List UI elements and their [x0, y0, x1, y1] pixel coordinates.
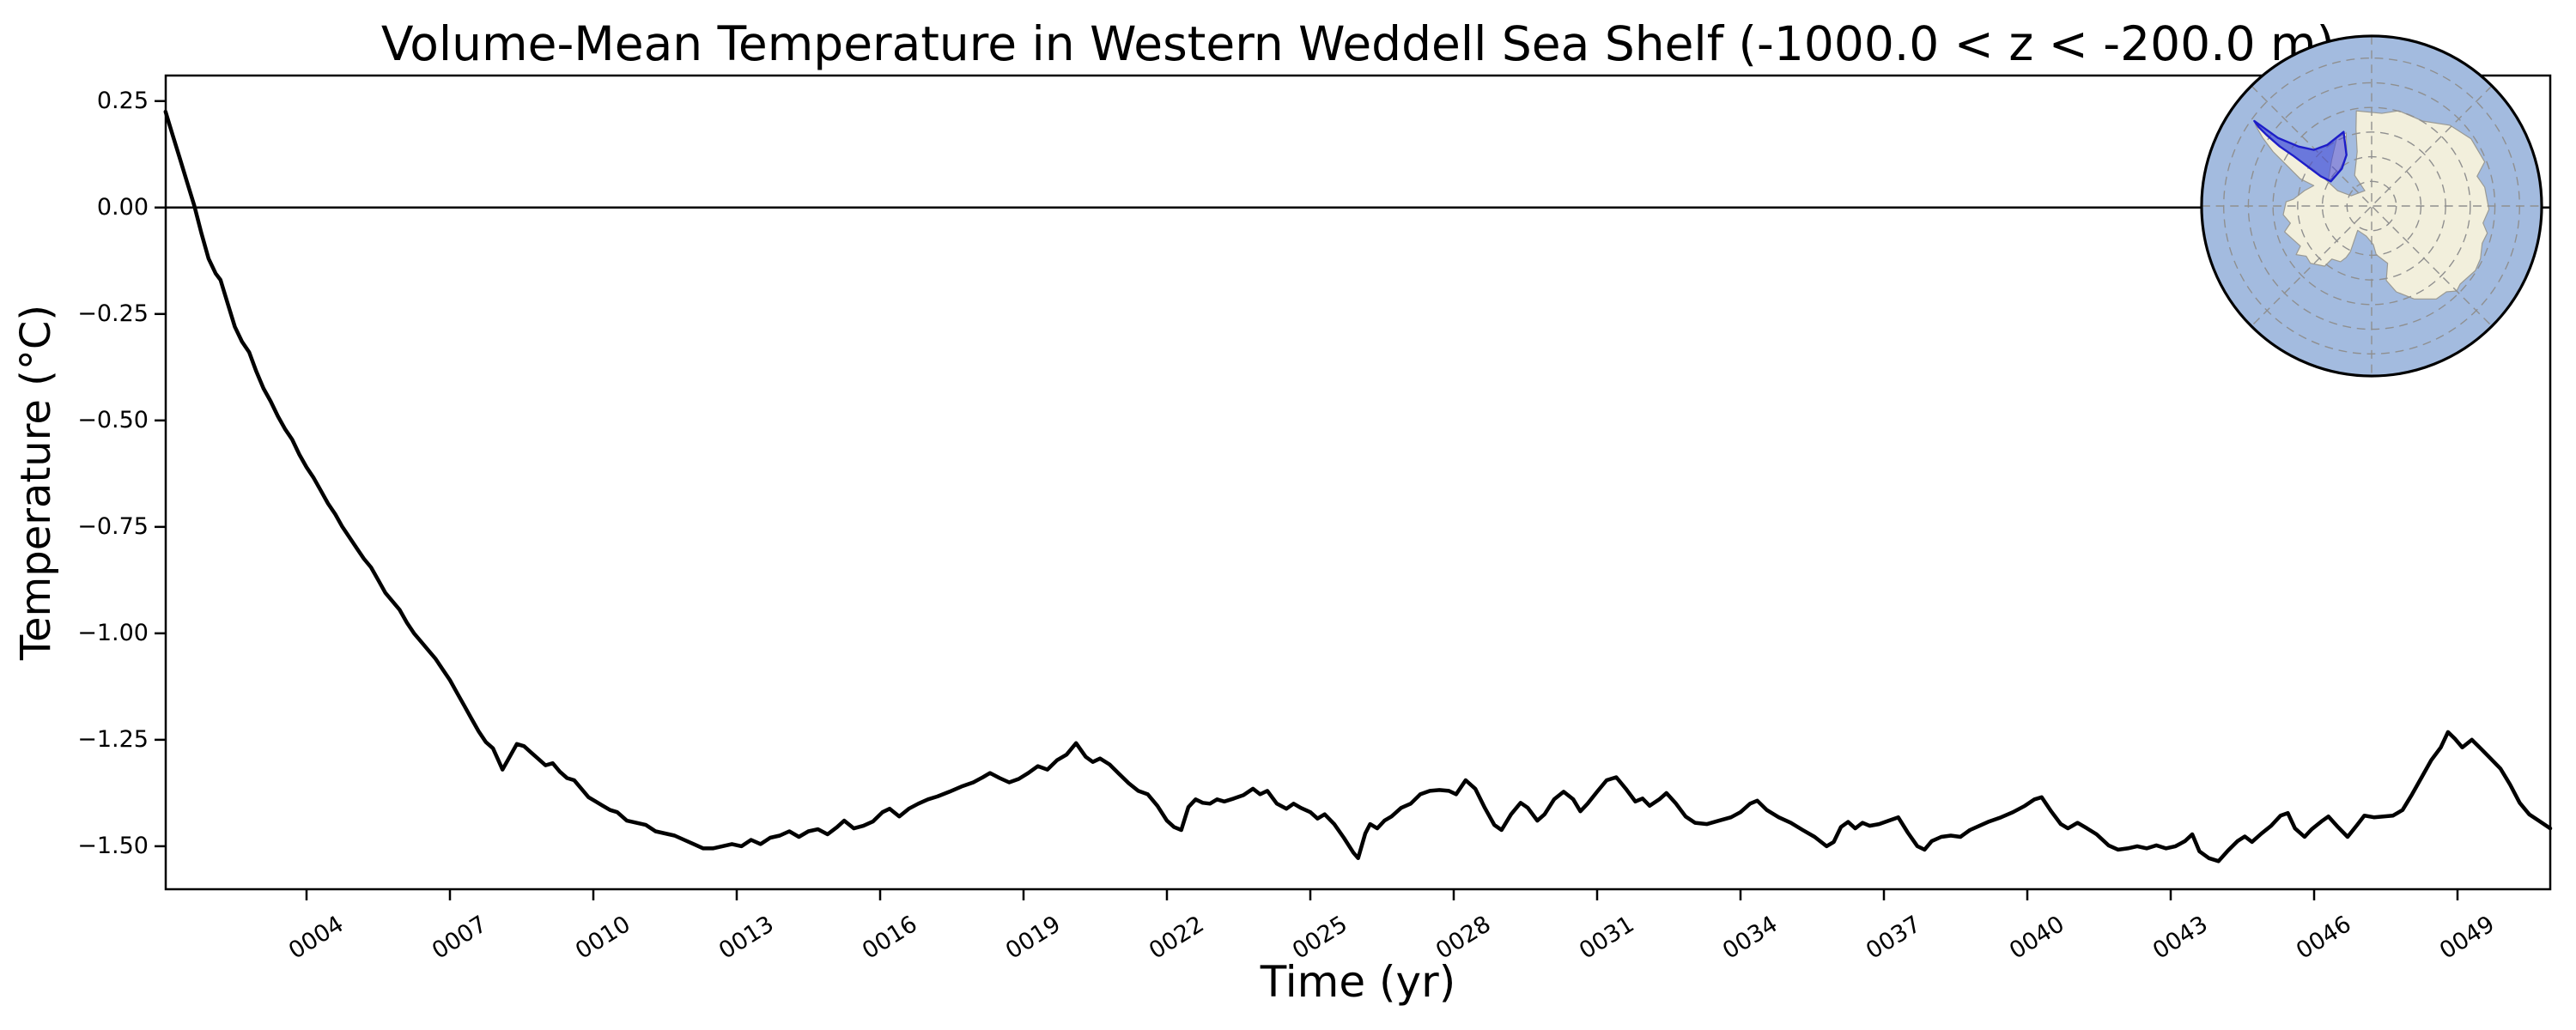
- tick-marks: [155, 100, 2459, 900]
- y-tick-label: −0.75: [77, 512, 149, 540]
- x-axis-label: Time (yr): [1260, 957, 1456, 1007]
- antarctica-inset-map: [2200, 34, 2543, 378]
- y-tick-label: −1.50: [77, 832, 149, 859]
- y-tick-label: −1.25: [77, 725, 149, 753]
- map-graticule: [2201, 35, 2543, 377]
- y-tick-label: 0.00: [96, 193, 149, 221]
- y-tick-label: −1.00: [77, 619, 149, 646]
- y-tick-label: −0.25: [77, 300, 149, 327]
- y-tick-label: 0.25: [96, 87, 149, 114]
- map-border-circle: [2200, 34, 2543, 378]
- map-highlighted-region: [2253, 119, 2348, 183]
- chart-title: Volume-Mean Temperature in Western Wedde…: [380, 16, 2336, 71]
- y-tick-label: −0.50: [77, 406, 149, 433]
- temperature-line: [163, 109, 2553, 863]
- axes-frame: [164, 74, 2552, 891]
